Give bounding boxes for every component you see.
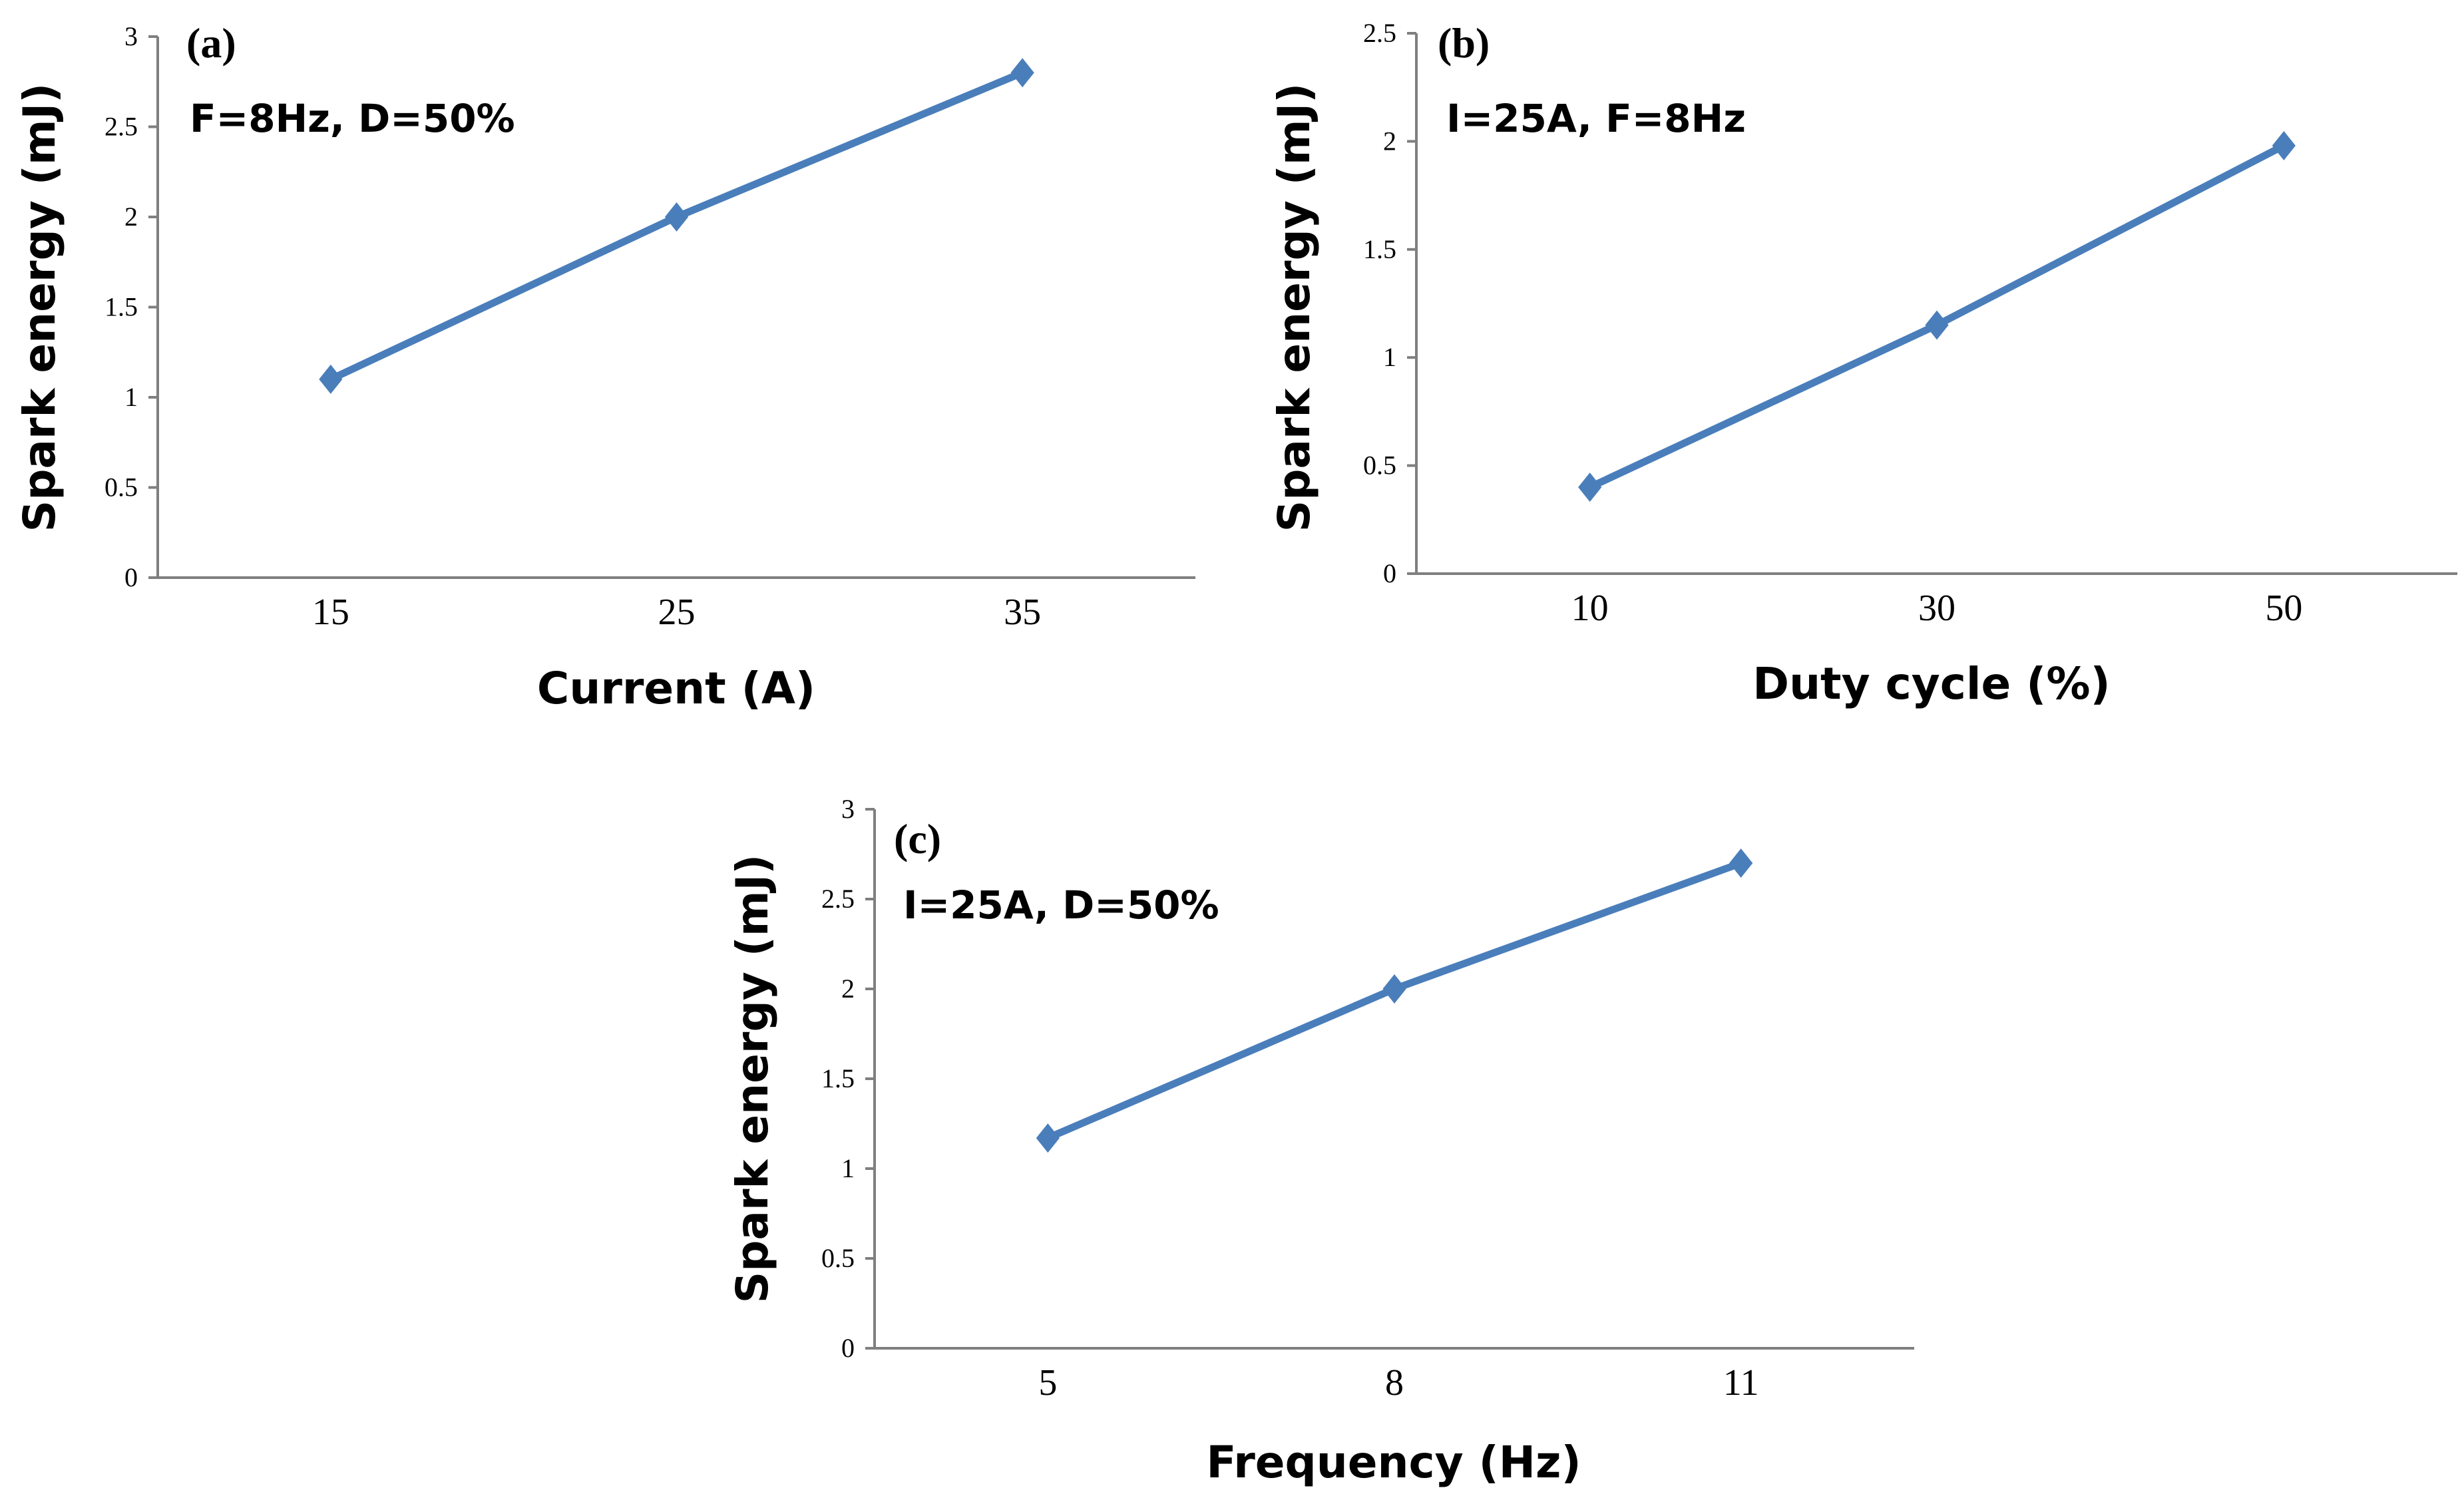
data-point-b-2 xyxy=(2272,130,2296,160)
y-tick-label-a: 2 xyxy=(124,202,138,232)
data-point-a-1 xyxy=(664,202,689,232)
data-point-c-0 xyxy=(1036,1123,1060,1153)
x-tick-label-c: 11 xyxy=(1723,1362,1759,1404)
y-tick-label-b: 1 xyxy=(1383,342,1396,372)
y-axis-title-c: Spark energy (mJ) xyxy=(727,854,778,1304)
x-axis-title-c: Frequency (Hz) xyxy=(1206,1437,1581,1488)
y-axis-title-b: Spark energy (mJ) xyxy=(1269,83,1320,532)
data-point-c-1 xyxy=(1382,974,1406,1004)
annotation-a: F=8Hz, D=50% xyxy=(190,96,515,141)
x-tick-label-c: 5 xyxy=(1038,1362,1057,1404)
x-tick-label-c: 8 xyxy=(1385,1362,1404,1404)
y-tick-label-b: 2 xyxy=(1383,126,1396,156)
y-tick-label-a: 0 xyxy=(124,562,138,592)
y-tick-label-c: 0.5 xyxy=(821,1243,855,1273)
y-tick-label-c: 1 xyxy=(841,1153,855,1183)
y-axis-title-a: Spark energy (mJ) xyxy=(14,83,65,532)
y-tick-label-a: 1.5 xyxy=(104,292,138,322)
chart-b: (b) I=25A, F=8Hz Duty cycle (%) Spark en… xyxy=(1269,18,2457,709)
x-axis-title-a: Current (A) xyxy=(537,663,815,714)
data-point-c-2 xyxy=(1729,848,1753,878)
y-tick-label-c: 2.5 xyxy=(821,884,855,914)
chart-a: (a) F=8Hz, D=50% Current (A) Spark energ… xyxy=(14,19,1195,714)
data-point-a-2 xyxy=(1010,58,1034,88)
annotation-b: I=25A, F=8Hz xyxy=(1446,96,1746,141)
y-tick-label-c: 0 xyxy=(841,1333,855,1363)
panel-label-b: (b) xyxy=(1438,19,1490,67)
y-tick-label-b: 1.5 xyxy=(1363,234,1396,264)
x-tick-label-a: 35 xyxy=(1004,592,1041,633)
y-tick-label-c: 1.5 xyxy=(821,1063,855,1093)
y-tick-label-c: 3 xyxy=(841,794,855,824)
x-tick-label-a: 15 xyxy=(312,592,349,633)
x-tick-label-b: 10 xyxy=(1571,588,1609,629)
panel-label-a: (a) xyxy=(186,19,236,67)
y-tick-label-a: 0.5 xyxy=(104,472,138,502)
panel-label-c: (c) xyxy=(894,815,941,862)
data-point-b-1 xyxy=(1925,310,1949,340)
y-tick-label-b: 0 xyxy=(1383,558,1396,588)
x-axis-title-b: Duty cycle (%) xyxy=(1752,658,2110,709)
chart-c: (c) I=25A, D=50% Frequency (Hz) Spark en… xyxy=(727,794,1914,1488)
y-tick-label-a: 1 xyxy=(124,382,138,412)
y-tick-label-c: 2 xyxy=(841,974,855,1004)
x-tick-label-b: 50 xyxy=(2265,588,2302,629)
x-tick-label-b: 30 xyxy=(1918,588,1955,629)
annotation-c: I=25A, D=50% xyxy=(903,882,1219,928)
x-tick-label-a: 25 xyxy=(658,592,696,633)
y-tick-label-a: 3 xyxy=(124,21,138,51)
y-tick-label-b: 2.5 xyxy=(1363,18,1396,48)
data-point-b-0 xyxy=(1578,472,1602,502)
data-point-a-0 xyxy=(319,364,343,394)
y-tick-label-b: 0.5 xyxy=(1363,451,1396,480)
y-tick-label-a: 2.5 xyxy=(104,112,138,142)
